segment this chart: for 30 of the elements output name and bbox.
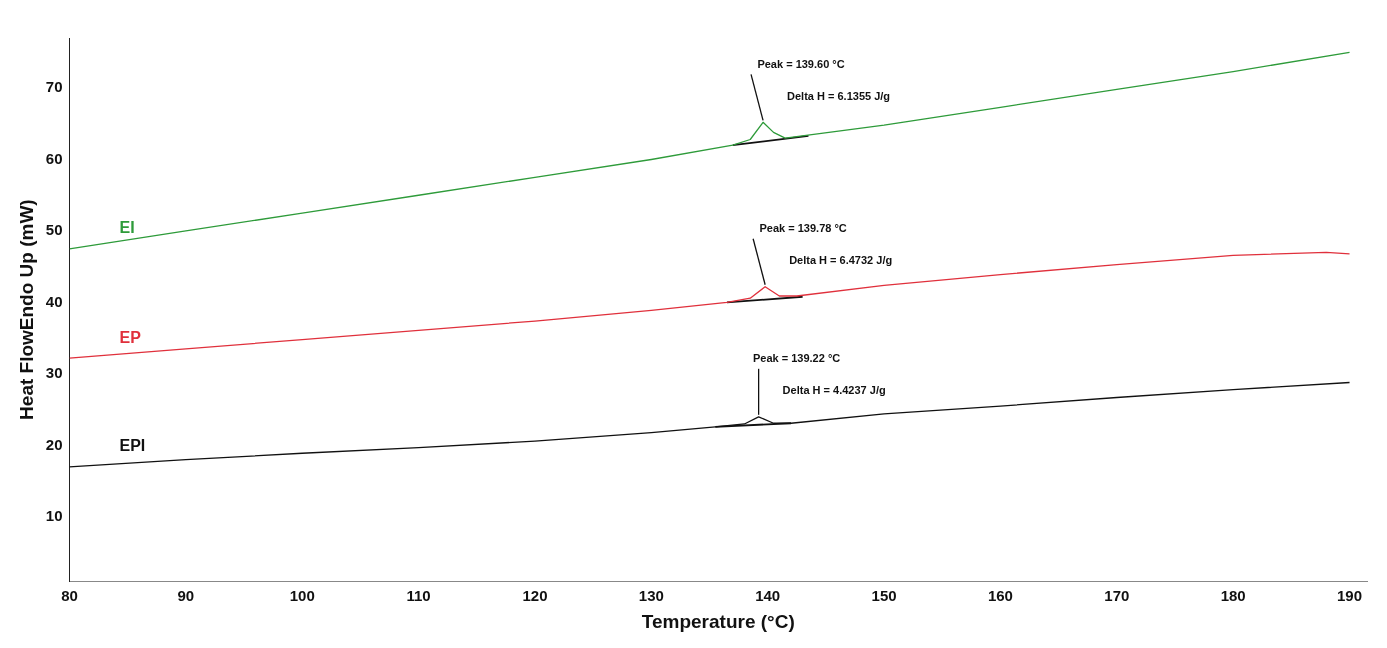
y-axis-title: Heat FlowEndo Up (mW) bbox=[15, 199, 37, 420]
y-tick-label: 70 bbox=[45, 78, 63, 96]
y-tick-label: 20 bbox=[45, 435, 63, 453]
x-tick-label: 100 bbox=[289, 587, 315, 605]
annotation: Delta H = 6.1355 J/g bbox=[787, 89, 891, 102]
x-tick-label: 110 bbox=[406, 587, 431, 605]
x-tick-label: 180 bbox=[1220, 587, 1246, 605]
x-tick-label: 120 bbox=[522, 587, 548, 605]
x-tick-label: 140 bbox=[755, 587, 781, 605]
series-label: EPI bbox=[119, 437, 146, 455]
series-label: EP bbox=[119, 328, 142, 346]
x-axis-title: Temperature (°C) bbox=[641, 610, 795, 632]
x-tick-label: 80 bbox=[61, 587, 78, 605]
y-tick-label: 40 bbox=[45, 292, 63, 310]
annotation: Delta H = 4.4237 J/g bbox=[782, 384, 886, 397]
y-tick-label: 30 bbox=[45, 364, 63, 382]
x-tick-label: 130 bbox=[638, 587, 664, 605]
x-tick-label: 90 bbox=[177, 587, 195, 605]
y-tick-label: 10 bbox=[45, 507, 63, 525]
annotation: Peak = 139.22 °C bbox=[752, 352, 841, 365]
x-tick-label: 160 bbox=[987, 587, 1013, 605]
y-tick-label: 60 bbox=[45, 149, 63, 167]
y-tick-label: 50 bbox=[45, 221, 63, 239]
annotation: Peak = 139.78 °C bbox=[759, 222, 847, 235]
x-tick-label: 150 bbox=[871, 587, 897, 605]
series-label: EI bbox=[119, 219, 135, 237]
annotation: Peak = 139.60 °C bbox=[757, 57, 845, 70]
x-tick-label: 170 bbox=[1104, 587, 1130, 605]
x-tick-label: 190 bbox=[1337, 587, 1363, 605]
annotation: Delta H = 6.4732 J/g bbox=[789, 254, 893, 267]
